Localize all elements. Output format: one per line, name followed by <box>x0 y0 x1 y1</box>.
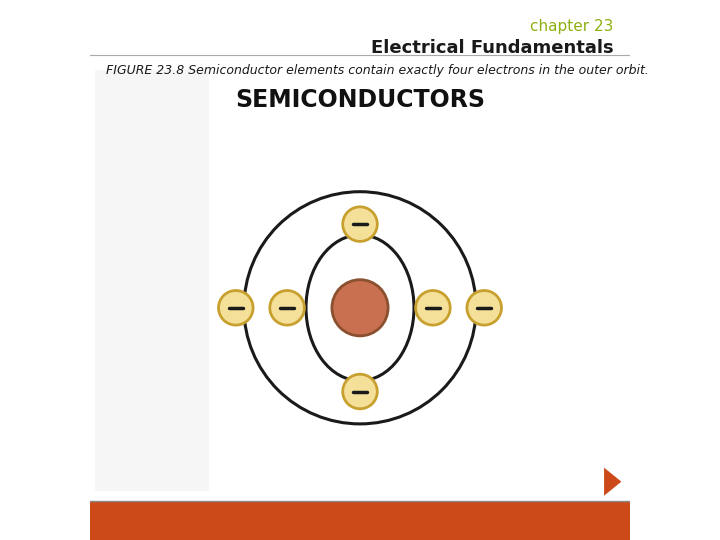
Circle shape <box>270 291 305 325</box>
Text: PEARSON: PEARSON <box>537 513 619 528</box>
Circle shape <box>343 374 377 409</box>
Circle shape <box>467 291 501 325</box>
Text: chapter 23: chapter 23 <box>531 19 613 34</box>
Circle shape <box>219 291 253 325</box>
Text: FIGURE 23.8 Semiconductor elements contain exactly four electrons in the outer o: FIGURE 23.8 Semiconductor elements conta… <box>107 64 649 77</box>
Bar <box>90 501 630 540</box>
Text: ALWAYS LEARNING: ALWAYS LEARNING <box>101 516 204 525</box>
Circle shape <box>415 291 450 325</box>
Text: SEMICONDUCTORS: SEMICONDUCTORS <box>235 88 485 112</box>
Circle shape <box>332 280 388 336</box>
Text: Electrical Fundamentals: Electrical Fundamentals <box>372 39 613 57</box>
Bar <box>95 70 209 491</box>
Polygon shape <box>604 468 621 496</box>
Circle shape <box>343 207 377 241</box>
